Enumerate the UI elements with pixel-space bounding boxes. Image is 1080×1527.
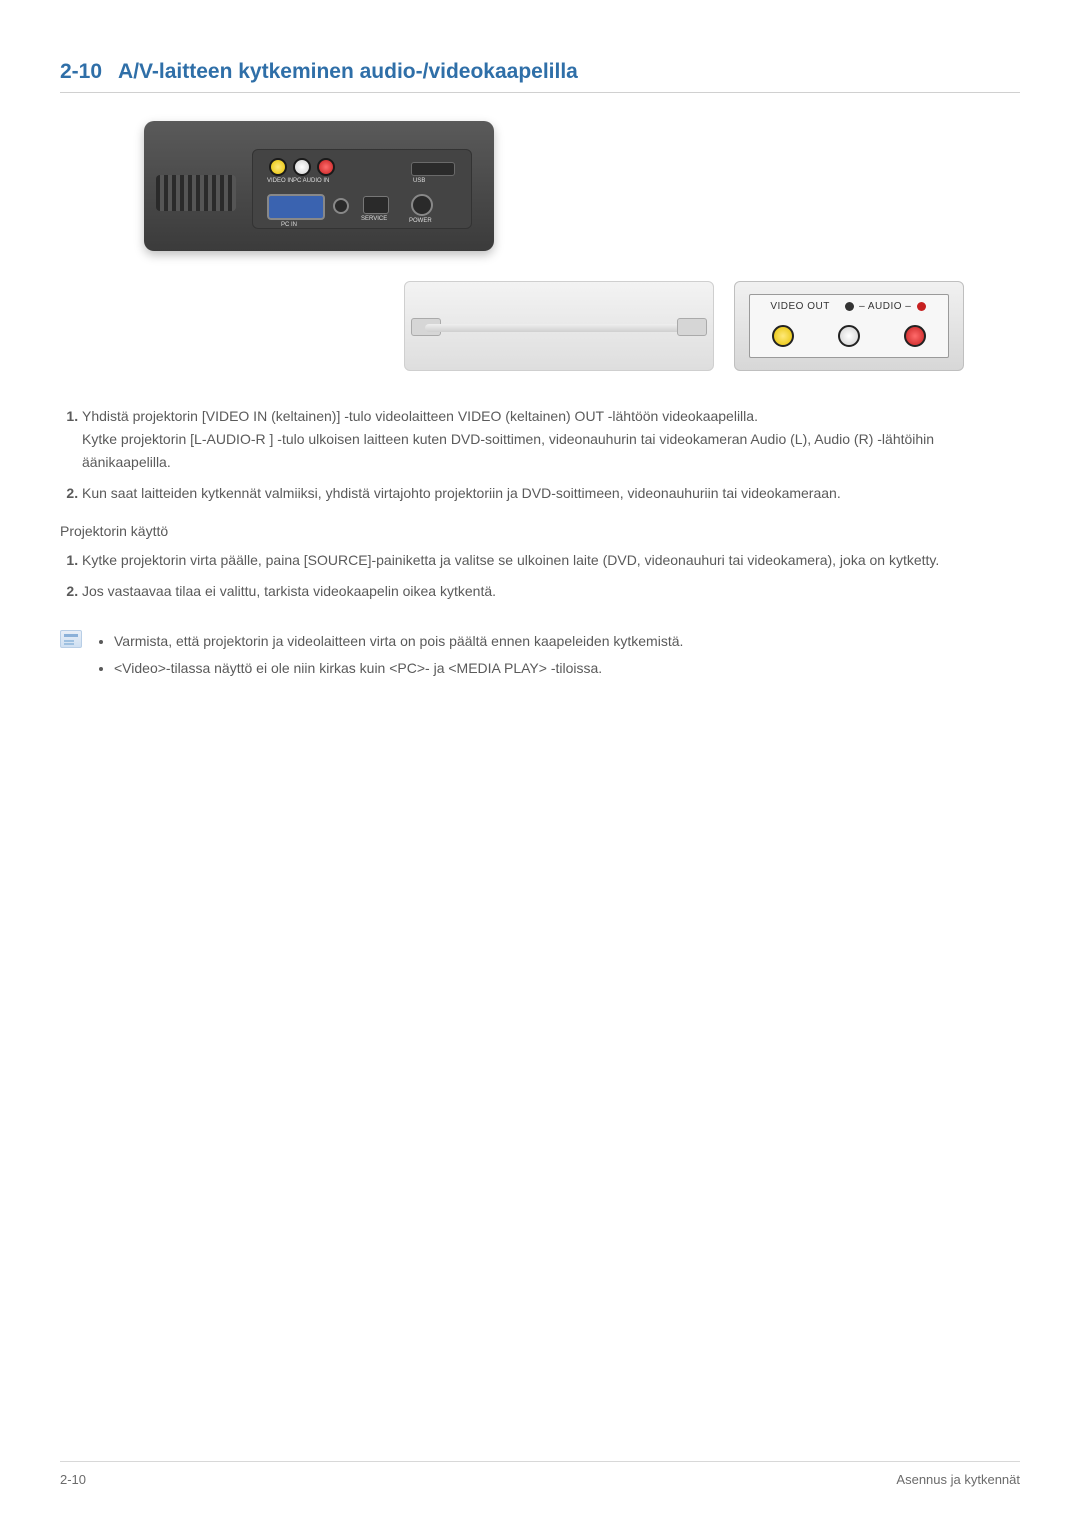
cable-line-icon — [425, 324, 693, 332]
service-port-icon — [363, 196, 389, 214]
label-power: POWER — [409, 218, 432, 224]
external-panel-labels: VIDEO OUT – AUDIO – — [750, 301, 948, 312]
note-text: <Video>-tilassa näyttö ei ole niin kirka… — [114, 660, 602, 676]
page-content: 2-10 A/V-laitteen kytkeminen audio-/vide… — [0, 0, 1080, 725]
label-usb: USB — [413, 178, 425, 184]
external-panel-inner: VIDEO OUT – AUDIO – — [749, 294, 949, 358]
projector-graphic: VIDEO IN PC AUDIO IN USB PC IN SERVICE P… — [144, 121, 494, 251]
step-text: Yhdistä projektorin [VIDEO IN (keltainen… — [82, 408, 758, 424]
step-text-2: Kytke projektorin [L-AUDIO-R ] -tulo ulk… — [82, 431, 934, 470]
list-item: Jos vastaavaa tilaa ei valittu, tarkista… — [82, 580, 1020, 603]
connection-diagram: VIDEO IN PC AUDIO IN USB PC IN SERVICE P… — [144, 121, 964, 381]
note-list: Varmista, että projektorin ja videolaitt… — [94, 630, 683, 686]
section-heading: 2-10 A/V-laitteen kytkeminen audio-/vide… — [60, 60, 1020, 93]
audio-l-dot-icon — [845, 302, 854, 311]
connection-steps-list: Yhdistä projektorin [VIDEO IN (keltainen… — [60, 405, 1020, 505]
projector-vent — [156, 175, 236, 211]
footer-left: 2-10 — [60, 1472, 86, 1487]
label-service: SERVICE — [361, 216, 387, 222]
page-footer: 2-10 Asennus ja kytkennät — [60, 1461, 1020, 1487]
label-video-out: VIDEO OUT — [770, 301, 829, 312]
note-text: Varmista, että projektorin ja videolaitt… — [114, 633, 683, 649]
list-item: Yhdistä projektorin [VIDEO IN (keltainen… — [82, 405, 1020, 474]
list-item: Kun saat laitteiden kytkennät valmiiksi,… — [82, 482, 1020, 505]
usage-steps-list: Kytke projektorin virta päälle, paina [S… — [60, 549, 1020, 603]
section-title: A/V-laitteen kytkeminen audio-/videokaap… — [118, 60, 578, 84]
video-in-jack-icon — [269, 158, 287, 176]
note-icon — [60, 630, 82, 648]
section-number: 2-10 — [60, 60, 102, 84]
list-item: <Video>-tilassa näyttö ei ole niin kirka… — [114, 657, 683, 681]
list-item: Varmista, että projektorin ja videolaitt… — [114, 630, 683, 654]
usb-port-icon — [411, 162, 455, 176]
projector-rca-row — [269, 158, 335, 176]
ext-video-out-jack-icon — [772, 325, 794, 347]
pc-in-port-icon — [267, 194, 325, 220]
audio-l-jack-icon — [293, 158, 311, 176]
pc-audio-in-jack-icon — [333, 198, 349, 214]
label-video-in: VIDEO IN — [267, 178, 293, 184]
step-text: Kytke projektorin virta päälle, paina [S… — [82, 552, 939, 568]
label-pc-in: PC IN — [281, 222, 297, 228]
label-audio: – AUDIO – — [859, 301, 911, 312]
projector-rear-panel: VIDEO IN PC AUDIO IN USB PC IN SERVICE P… — [252, 149, 472, 229]
ext-audio-r-jack-icon — [904, 325, 926, 347]
cable-plug-right-icon — [677, 318, 707, 336]
audio-r-jack-icon — [317, 158, 335, 176]
label-audio-in: PC AUDIO IN — [293, 178, 329, 184]
power-port-icon — [411, 194, 433, 216]
step-text: Jos vastaavaa tilaa ei valittu, tarkista… — [82, 583, 496, 599]
note-block: Varmista, että projektorin ja videolaitt… — [60, 630, 1020, 686]
external-jacks — [750, 325, 948, 347]
av-cable-graphic — [404, 281, 714, 371]
external-device-panel: VIDEO OUT – AUDIO – — [734, 281, 964, 371]
audio-r-dot-icon — [917, 302, 926, 311]
step-text: Kun saat laitteiden kytkennät valmiiksi,… — [82, 485, 841, 501]
ext-audio-l-jack-icon — [838, 325, 860, 347]
list-item: Kytke projektorin virta päälle, paina [S… — [82, 549, 1020, 572]
footer-right: Asennus ja kytkennät — [896, 1472, 1020, 1487]
usage-heading: Projektorin käyttö — [60, 523, 1020, 539]
